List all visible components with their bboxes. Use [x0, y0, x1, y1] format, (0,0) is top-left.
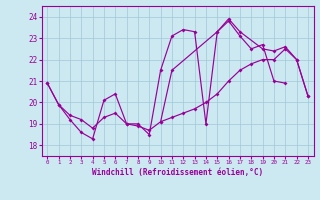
X-axis label: Windchill (Refroidissement éolien,°C): Windchill (Refroidissement éolien,°C): [92, 168, 263, 177]
